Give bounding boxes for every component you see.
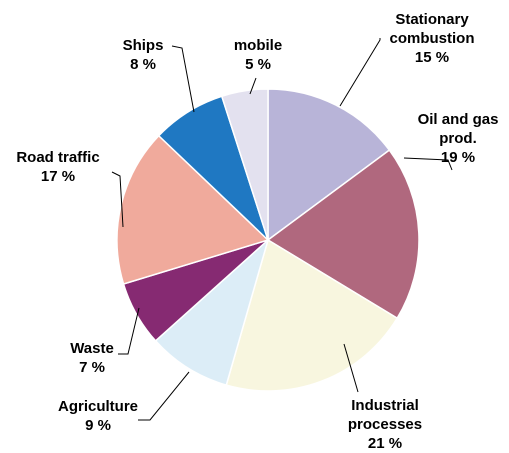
- leader-line-road-traffic: [111, 171, 124, 228]
- slice-label-waste: Waste 7 %: [70, 340, 114, 376]
- pie-slice-agriculture: [154, 237, 270, 387]
- slice-label-mobile: mobile 5 %: [234, 37, 282, 73]
- leader-lines: [111, 38, 453, 421]
- leader-line-mobile: [249, 77, 257, 95]
- leader-line-stationary-combustion: [339, 38, 381, 107]
- slice-label-ships: Ships 8 %: [123, 37, 164, 73]
- slice-label-industrial-processes: Industrial processes 21 %: [348, 397, 422, 452]
- pie-slice-oil-and-gas-prod: [266, 149, 420, 320]
- slice-label-agriculture: Agriculture 9 %: [58, 398, 138, 434]
- slice-label-road-traffic: Road traffic 17 %: [16, 149, 99, 185]
- slice-labels: Stationary combustion 15 % Oil and gas prod.…: [16, 11, 498, 452]
- leader-line-agriculture: [138, 371, 190, 421]
- leader-line-ships: [171, 45, 195, 113]
- leader-line-industrial-processes: [343, 343, 359, 393]
- pie-slice-industrial-processes: [225, 238, 399, 392]
- pie-slice-mobile: [220, 88, 269, 241]
- slice-label-stationary-combustion: Stationary combustion 15 %: [390, 11, 475, 66]
- leader-line-waste: [118, 307, 140, 355]
- slice-label-oil-and-gas-prod: Oil and gas prod. 19 %: [418, 111, 499, 166]
- pie-slice-road-traffic: [116, 134, 270, 285]
- leader-line-oil-and-gas-prod: [403, 157, 453, 171]
- pie-slices: [116, 88, 420, 392]
- pie-slice-stationary-combustion: [267, 88, 391, 242]
